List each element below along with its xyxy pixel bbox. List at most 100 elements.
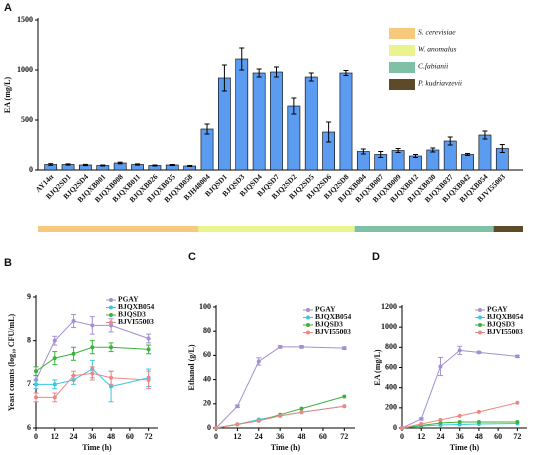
legend-marker [478,315,482,320]
legend-marker [109,298,113,302]
legend-label: P. kudriavzevii [417,79,462,88]
y-axis-label: EA (mg/L) [373,349,382,386]
point [52,395,57,400]
y-axis-label: Yeast counts (log₁₀ CFU/mL) [7,313,16,411]
point [299,410,304,415]
y-tick-label: 9 [27,292,31,301]
x-tick-label: 36 [276,432,284,441]
point [71,373,76,378]
x-axis-label: Time (h) [271,443,301,452]
series-line [401,402,518,429]
point [90,345,95,350]
species-strip [38,226,199,232]
y-tick-label: 1500 [17,15,33,24]
legend-swatch [389,79,415,90]
x-tick-label: 60 [126,432,134,441]
x-tick-label: 12 [233,432,241,441]
x-tick-label: 48 [298,432,306,441]
point [71,351,76,356]
y-tick-label: 60 [203,350,211,359]
panel-label: C [188,251,196,263]
point [299,406,304,411]
point [457,419,462,424]
point [457,413,462,418]
y-tick-label: 100 [199,302,211,311]
point [34,369,38,374]
y-tick-label: 1200 [381,302,397,311]
panel-label: A [4,2,12,14]
x-tick-label: 24 [70,432,78,441]
point [109,323,114,328]
x-tick-label: 12 [51,432,59,441]
y-tick-label: 6 [27,423,31,432]
point [34,382,38,387]
x-tick-label: 48 [475,432,483,441]
legend-label: W. anomalus [418,45,457,54]
x-tick-label: 60 [494,432,502,441]
y-axis-label: Ethanol (g/L) [187,344,196,390]
point [515,419,520,424]
point [235,404,240,409]
y-tick-label: 200 [385,403,397,412]
legend-marker [306,330,310,335]
legend-marker [306,308,310,312]
point [515,400,520,405]
point [34,395,38,400]
x-tick-label: 36 [88,432,96,441]
legend-label: PGAY [487,305,508,314]
point [90,371,95,376]
bar [218,77,231,171]
point [400,426,404,430]
point [476,419,481,424]
point [476,409,481,414]
legend-label: S. cerevisiae [418,28,456,37]
point [256,359,261,364]
y-tick-label: 600 [385,362,397,371]
y-tick-label: 0 [29,165,33,174]
legend-label: PGAY [118,295,139,304]
point [52,382,57,387]
bar [426,149,440,171]
bar [478,134,492,171]
x-tick-label: 72 [513,432,521,441]
legend-label: BJQXB054 [487,312,524,321]
legend-label: BJVI55003 [118,317,154,326]
series-line [401,421,518,429]
y-tick-label: 40 [203,374,211,383]
legend-label: BJQXB054 [315,312,352,321]
point [476,350,481,355]
y-tick-label: 500 [21,115,33,124]
point [438,417,443,422]
legend-marker [478,330,482,335]
series-line [401,349,518,429]
point [235,422,240,427]
point [278,413,283,418]
legend-marker [306,315,310,320]
y-tick-label: 8 [27,335,31,344]
x-axis-label: Time (h) [82,443,112,452]
point [515,354,520,359]
y-tick-label: 400 [385,382,397,391]
legend-swatch [389,45,415,56]
x-tick-label: 0 [34,432,38,441]
series-line [215,405,345,429]
bar [304,76,318,171]
series-line [215,396,345,429]
point [419,421,424,426]
legend-label: BJQSD3 [315,320,343,329]
y-tick-label: 7 [27,379,31,388]
legend-label: BJVI55003 [487,327,523,336]
point [438,420,443,425]
legend-marker [109,313,113,317]
point [256,418,261,423]
point [342,404,347,409]
legend-marker [306,323,310,327]
x-tick-label: 36 [456,432,464,441]
legend-label: BJVI55003 [315,327,351,336]
point [71,319,76,324]
bar [339,72,353,171]
bar [200,128,214,171]
point [438,364,443,369]
point [342,394,347,399]
panel-label: D [372,251,380,263]
